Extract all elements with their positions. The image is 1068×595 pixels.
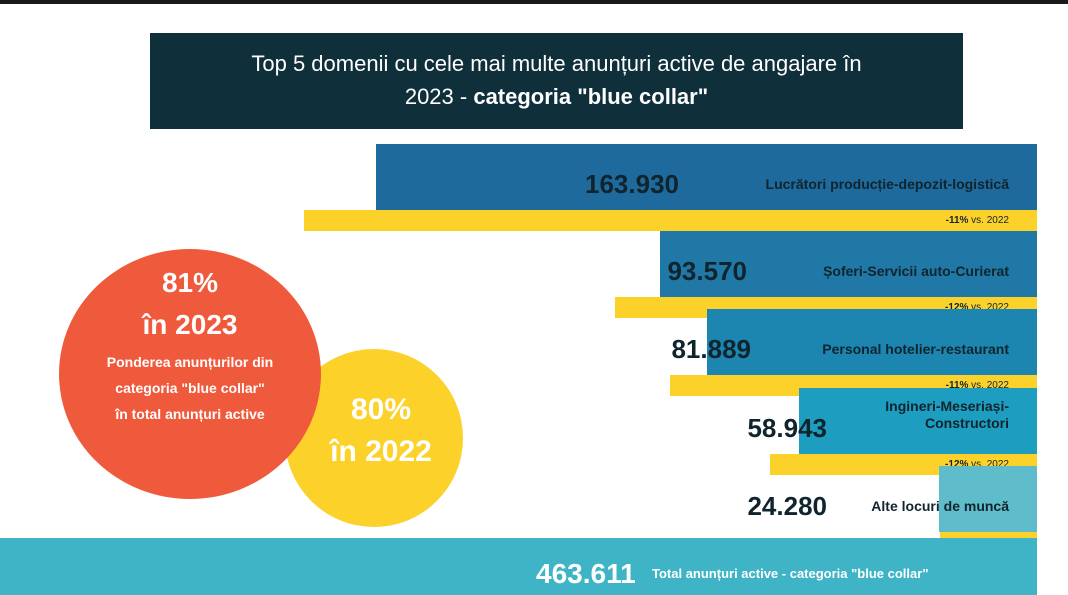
- share-2022-percent: 80%: [350, 393, 412, 426]
- total-bar: [0, 538, 1037, 595]
- bar-value-3: 81.889: [671, 334, 751, 364]
- title-line-1: Top 5 domenii cu cele mai multe anunțuri…: [251, 51, 862, 76]
- top-border: [0, 0, 1068, 4]
- bar-2: [660, 231, 1037, 297]
- change-suffix-4: vs. 2022: [968, 459, 1009, 470]
- chart-title: Top 5 domenii cu cele mai multe anunțuri…: [150, 33, 963, 129]
- change-label-1: -11% vs. 2022: [946, 214, 1009, 228]
- share-2023-percent: 81%: [161, 267, 219, 298]
- share-2022-year: în 2022: [330, 435, 432, 468]
- bar-category-3: Personal hotelier-restaurant: [822, 341, 1009, 357]
- share-2023-circle: 81% în 2023 Ponderea anunțurilor din cat…: [59, 249, 321, 499]
- total-value: 463.611: [536, 558, 636, 589]
- change-percent-2: -12%: [945, 302, 969, 313]
- bar-5: [939, 466, 1037, 532]
- change-label-2: -12% vs. 2022: [945, 301, 1009, 315]
- change-suffix-2: vs. 2022: [968, 302, 1009, 313]
- bar-value-5: 24.280: [747, 491, 827, 521]
- bar-category-4: Ingineri-Meseriași-Constructori: [885, 398, 1009, 431]
- total-label: Total anunțuri active - categoria "blue …: [652, 566, 929, 581]
- bar-1: [376, 144, 1037, 210]
- share-2023-desc-1: Ponderea anunțurilor din: [106, 354, 274, 370]
- change-label-4: -12% vs. 2022: [945, 458, 1009, 472]
- bar-value-2: 93.570: [667, 256, 747, 286]
- share-2023-year: în 2023: [142, 309, 238, 340]
- change-label-3: -11% vs. 2022: [946, 379, 1009, 393]
- change-percent-1: -11%: [945, 215, 969, 226]
- change-suffix-3: vs. 2022: [968, 380, 1009, 391]
- change-percent-3: -11%: [945, 380, 969, 391]
- bar-value-1: 163.930: [585, 169, 679, 199]
- title-line-2: 2023 - categoria "blue collar": [150, 80, 963, 113]
- share-2023-desc-3: în total anunțuri active: [115, 406, 265, 422]
- share-2023-desc-2: categoria "blue collar": [115, 380, 265, 396]
- change-percent-4: -12%: [945, 459, 969, 470]
- change-bar-1: [304, 210, 1037, 231]
- bar-category-1: Lucrători producție-depozit-logistică: [765, 176, 1009, 192]
- title-category: categoria "blue collar": [473, 84, 709, 109]
- bar-value-4: 58.943: [747, 413, 827, 443]
- title-year: 2023 -: [404, 84, 474, 109]
- bar-category-2: Șoferi-Servicii auto-Curierat: [823, 263, 1009, 279]
- bar-3: [707, 309, 1037, 375]
- bar-category-5: Alte locuri de muncă: [871, 498, 1009, 514]
- bar-4: [799, 388, 1037, 454]
- change-suffix-1: vs. 2022: [968, 215, 1009, 226]
